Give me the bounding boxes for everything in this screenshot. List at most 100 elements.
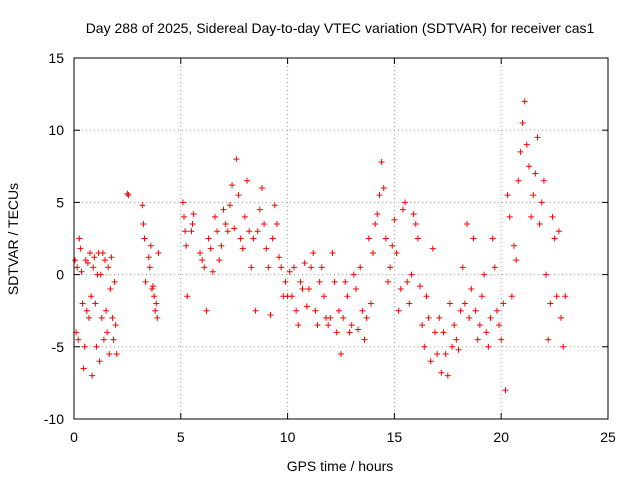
data-point bbox=[299, 286, 306, 293]
data-point bbox=[190, 210, 197, 217]
data-point bbox=[201, 264, 208, 271]
data-point bbox=[99, 249, 106, 256]
data-point bbox=[222, 221, 229, 228]
data-point bbox=[184, 293, 191, 300]
data-point bbox=[109, 314, 116, 321]
data-point bbox=[361, 336, 368, 343]
data-point bbox=[451, 322, 458, 329]
data-point bbox=[85, 314, 92, 321]
data-point bbox=[252, 307, 259, 314]
data-point bbox=[147, 242, 154, 249]
data-point bbox=[273, 221, 280, 228]
data-point bbox=[276, 254, 283, 261]
data-point bbox=[442, 351, 449, 358]
data-point bbox=[148, 286, 155, 293]
data-point bbox=[363, 314, 370, 321]
data-point bbox=[97, 271, 104, 278]
data-point bbox=[367, 300, 374, 307]
data-point bbox=[455, 346, 462, 353]
data-point bbox=[408, 271, 415, 278]
data-point bbox=[491, 264, 498, 271]
data-point bbox=[417, 283, 424, 290]
data-point bbox=[125, 192, 132, 199]
data-point bbox=[359, 307, 366, 314]
data-point bbox=[258, 184, 265, 191]
data-point bbox=[89, 372, 96, 379]
data-point bbox=[318, 264, 325, 271]
data-point bbox=[425, 314, 432, 321]
data-point bbox=[241, 213, 248, 220]
data-point bbox=[560, 343, 567, 350]
data-point bbox=[216, 257, 223, 264]
data-point bbox=[543, 271, 550, 278]
data-point bbox=[211, 213, 218, 220]
data-point bbox=[493, 307, 500, 314]
data-point bbox=[532, 170, 539, 177]
data-point bbox=[489, 235, 496, 242]
data-point bbox=[355, 326, 362, 333]
data-point bbox=[235, 192, 242, 199]
x-tick-label: 15 bbox=[387, 429, 403, 445]
data-point bbox=[226, 202, 233, 209]
data-point bbox=[547, 300, 554, 307]
data-point bbox=[466, 314, 473, 321]
data-point bbox=[459, 264, 466, 271]
data-point bbox=[220, 206, 227, 213]
data-point bbox=[108, 254, 115, 261]
data-point bbox=[93, 343, 100, 350]
data-point bbox=[72, 257, 79, 264]
data-point bbox=[470, 235, 477, 242]
data-point bbox=[295, 322, 302, 329]
data-point bbox=[77, 245, 84, 252]
data-point bbox=[83, 307, 90, 314]
data-point bbox=[203, 307, 210, 314]
axis-ticks bbox=[73, 57, 609, 420]
data-point bbox=[348, 322, 355, 329]
data-point bbox=[96, 358, 103, 365]
data-point bbox=[237, 235, 244, 242]
data-point bbox=[84, 260, 91, 267]
data-point bbox=[145, 254, 152, 261]
data-point bbox=[449, 343, 456, 350]
data-point bbox=[397, 286, 404, 293]
data-point bbox=[189, 221, 196, 228]
data-point bbox=[508, 293, 515, 300]
data-point bbox=[498, 336, 505, 343]
data-point bbox=[78, 268, 85, 275]
data-point bbox=[423, 293, 430, 300]
data-point bbox=[246, 228, 253, 235]
data-point bbox=[421, 343, 428, 350]
y-tick-labels: -10 -5 0 5 10 15 bbox=[44, 50, 64, 427]
data-point bbox=[92, 300, 99, 307]
data-point bbox=[487, 314, 494, 321]
data-point bbox=[333, 329, 340, 336]
x-tick-label: 10 bbox=[280, 429, 296, 445]
data-point bbox=[305, 286, 312, 293]
data-point bbox=[312, 307, 319, 314]
data-point bbox=[446, 300, 453, 307]
y-tick-label: 5 bbox=[56, 194, 64, 210]
data-point bbox=[536, 221, 543, 228]
data-point bbox=[410, 210, 417, 217]
data-point bbox=[515, 177, 522, 184]
data-point bbox=[267, 312, 274, 319]
data-point bbox=[310, 249, 317, 256]
data-point bbox=[434, 351, 441, 358]
x-tick-label: 25 bbox=[600, 429, 616, 445]
data-point bbox=[481, 271, 488, 278]
y-tick-label: -10 bbox=[44, 411, 64, 427]
data-point bbox=[308, 264, 315, 271]
data-point bbox=[224, 228, 231, 235]
data-point bbox=[406, 300, 413, 307]
data-point bbox=[365, 235, 372, 242]
data-point bbox=[496, 322, 503, 329]
data-point bbox=[124, 190, 131, 197]
data-point bbox=[370, 249, 377, 256]
data-point bbox=[404, 278, 411, 285]
data-point bbox=[142, 278, 149, 285]
data-point bbox=[338, 351, 344, 358]
data-point bbox=[263, 245, 270, 252]
x-tick-label: 0 bbox=[70, 429, 78, 445]
data-point bbox=[414, 235, 421, 242]
data-point bbox=[374, 210, 381, 217]
